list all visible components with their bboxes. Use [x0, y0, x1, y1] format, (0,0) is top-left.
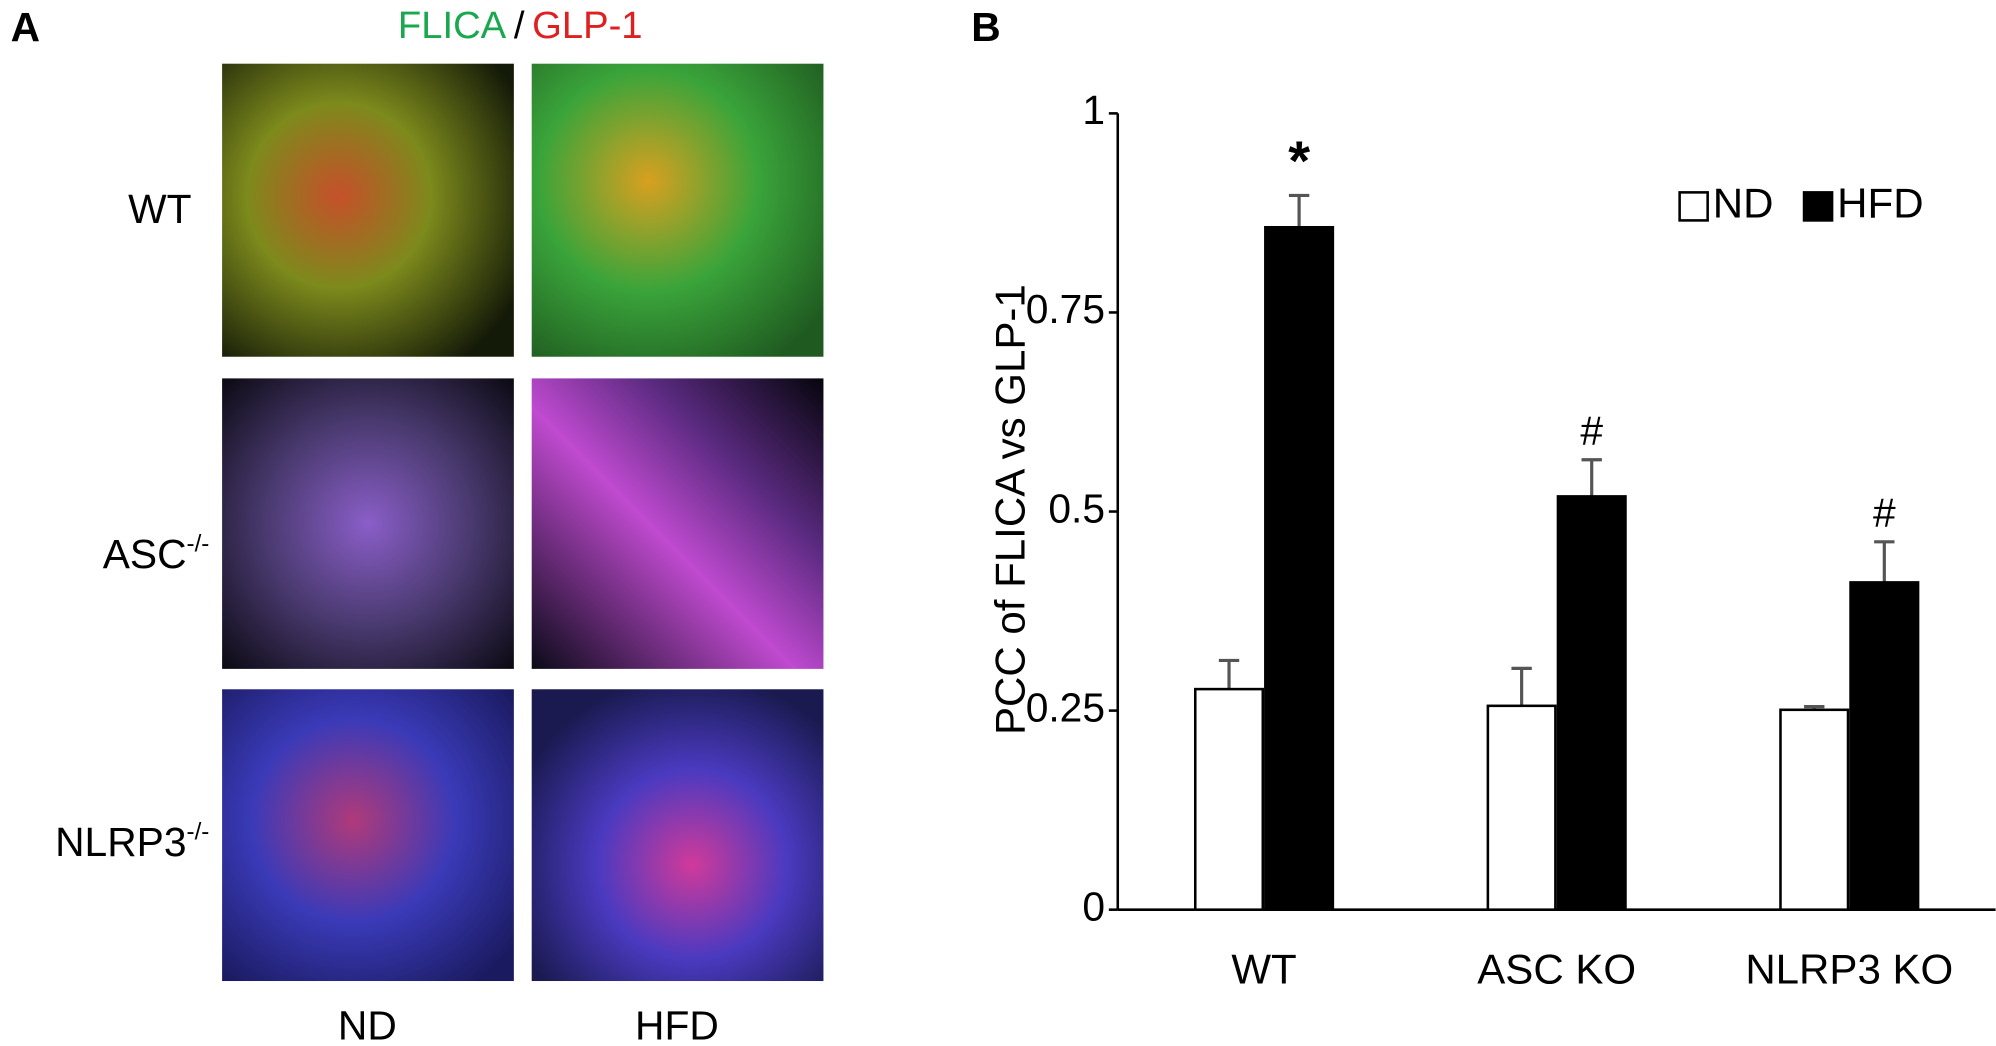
panel-label: A	[11, 4, 40, 50]
y-tick-label: 0.5	[1048, 485, 1105, 531]
y-tick-label: 0	[1082, 883, 1105, 929]
significance-mark: #	[1873, 490, 1896, 536]
bar	[1486, 704, 1557, 911]
row-name: ASC	[103, 531, 187, 577]
legend-label: HFD	[1837, 180, 1923, 227]
title-glp1: GLP-1	[532, 4, 642, 47]
micrographs	[222, 63, 824, 982]
panel-title: FLICA / GLP-1	[398, 4, 643, 47]
micrograph	[222, 378, 514, 669]
row-label: ASC-/-	[103, 531, 210, 578]
row-superscript: -/-	[187, 819, 210, 846]
micrograph	[222, 63, 514, 357]
row-superscript: -/-	[187, 531, 210, 558]
x-tick-label: NLRP3 KO	[1745, 946, 1953, 993]
bar	[1849, 581, 1920, 911]
bar	[1779, 708, 1850, 911]
x-tick-label: WT	[1231, 946, 1296, 993]
legend-swatch	[1678, 191, 1709, 222]
bar	[1193, 687, 1265, 911]
y-tick-label: 1	[1082, 87, 1105, 133]
row-name: NLRP3	[55, 819, 186, 865]
title-separator: /	[514, 4, 525, 47]
micrograph	[531, 689, 824, 982]
y-tick-label: 0.25	[1026, 684, 1105, 730]
row-label: NLRP3-/-	[55, 819, 209, 866]
x-tick-label: ASC KO	[1477, 946, 1636, 993]
significance-mark: *	[1288, 129, 1310, 192]
micrograph	[531, 378, 824, 669]
title-flica: FLICA	[398, 4, 507, 47]
y-tick-label: 0.75	[1026, 286, 1105, 332]
legend-swatch	[1802, 191, 1834, 222]
legend-label: ND	[1713, 180, 1774, 227]
column-label: HFD	[635, 1003, 719, 1046]
significance-mark: #	[1580, 407, 1603, 453]
bar	[1556, 495, 1627, 911]
panel-label: B	[971, 4, 1000, 50]
micrograph	[222, 689, 514, 982]
column-label: ND	[338, 1003, 397, 1046]
y-axis-label: PCC of FLICA vs GLP-1	[986, 284, 1033, 735]
row-label: WT	[128, 186, 191, 232]
bar	[1264, 225, 1335, 911]
micrograph	[531, 63, 824, 357]
